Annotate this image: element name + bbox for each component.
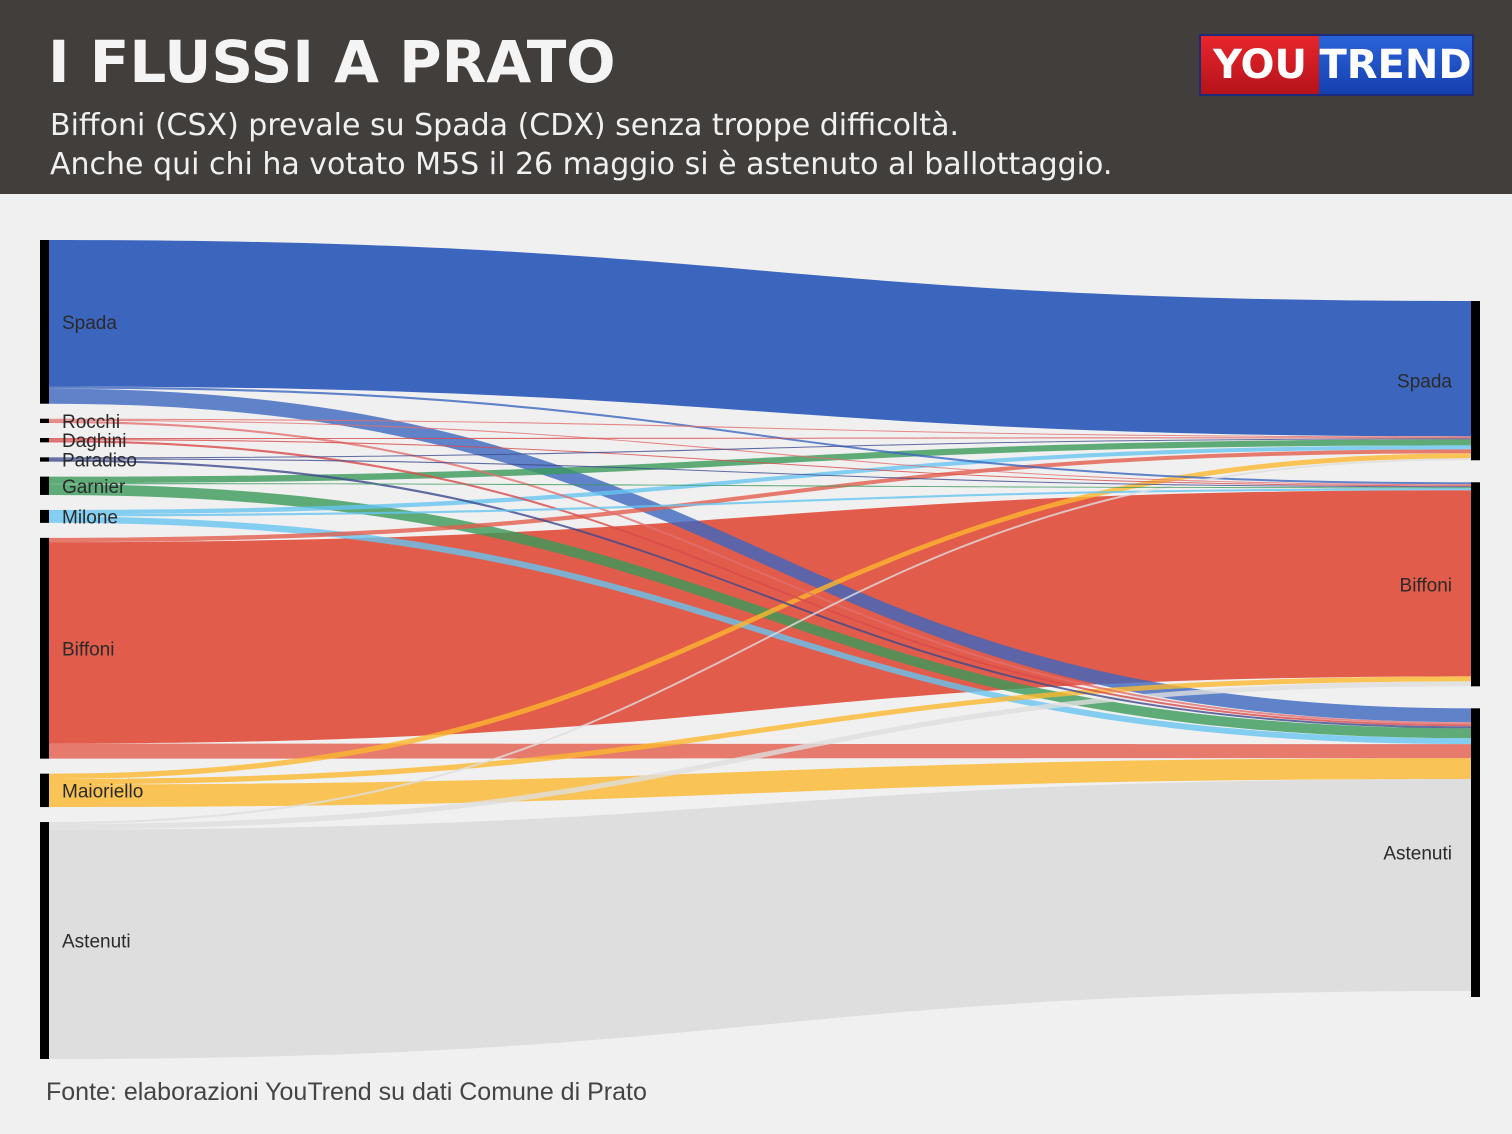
left-node-astenuti <box>40 822 49 1059</box>
left-label-biffoni: Biffoni <box>62 639 114 660</box>
right-node-astenuti <box>1471 708 1480 997</box>
flow-astenuti-to-biffoni <box>49 681 1472 830</box>
flow-garnier-to-spada <box>49 439 1472 484</box>
left-label-garnier: Garnier <box>62 477 126 498</box>
flow-daghini-to-astenuti <box>49 440 1472 727</box>
right-node-spada <box>1471 301 1480 461</box>
flow-milone-to-astenuti <box>49 516 1472 745</box>
flow-milone-to-spada <box>49 445 1472 515</box>
flow-maioriello-to-biffoni <box>49 676 1472 785</box>
flow-rocchi-to-astenuti <box>49 420 1472 725</box>
flow-astenuti-to-astenuti <box>49 779 1472 1059</box>
left-node-milone <box>40 509 49 523</box>
logo-trend: TREND <box>1319 36 1472 94</box>
flow-paradiso-to-spada <box>49 438 1472 459</box>
left-label-rocchi: Rocchi <box>62 412 120 433</box>
flow-paradiso-to-astenuti <box>49 459 1472 729</box>
flow-rocchi-to-spada <box>49 418 1472 438</box>
flow-biffoni-to-astenuti <box>49 743 1472 759</box>
flow-garnier-to-astenuti <box>49 484 1472 739</box>
subtitle-line-1: Biffoni (CSX) prevale su Spada (CDX) sen… <box>50 108 959 143</box>
flow-spada-to-spada <box>49 240 1472 437</box>
left-node-spada <box>40 240 49 404</box>
right-node-biffoni <box>1471 482 1480 687</box>
nodes-layer <box>40 240 1480 1059</box>
header: I FLUSSI A PRATO Biffoni (CSX) prevale s… <box>0 0 1512 194</box>
left-label-maioriello: Maioriello <box>62 781 143 802</box>
flow-biffoni-to-spada <box>49 449 1472 543</box>
flow-spada-to-biffoni <box>49 386 1472 485</box>
flow-spada-to-astenuti <box>49 388 1472 723</box>
flow-daghini-to-biffoni <box>49 439 1472 487</box>
left-label-spada: Spada <box>62 313 117 334</box>
subtitle-line-2: Anche qui chi ha votato M5S il 26 maggio… <box>50 147 1113 182</box>
source-note: Fonte: elaborazioni YouTrend su dati Com… <box>46 1078 647 1106</box>
left-node-biffoni <box>40 537 49 759</box>
left-node-paradiso <box>40 457 49 462</box>
left-label-paradiso: Paradiso <box>62 450 137 471</box>
left-node-maioriello <box>40 773 49 808</box>
flow-daghini-to-spada <box>49 437 1472 440</box>
flow-maioriello-to-spada <box>49 453 1472 780</box>
youtrend-logo: YOU TREND <box>1199 34 1474 96</box>
flow-astenuti-to-spada <box>49 458 1472 825</box>
logo-you: YOU <box>1201 36 1319 94</box>
page-title: I FLUSSI A PRATO <box>48 28 616 96</box>
right-label-spada: Spada <box>1397 372 1452 393</box>
left-node-daghini <box>40 438 49 443</box>
flow-garnier-to-biffoni <box>49 483 1472 489</box>
flow-rocchi-to-biffoni <box>49 419 1472 486</box>
right-label-biffoni: Biffoni <box>1400 575 1452 596</box>
left-label-milone: Milone <box>62 507 118 528</box>
flow-milone-to-biffoni <box>49 488 1472 517</box>
right-label-astenuti: Astenuti <box>1383 844 1452 865</box>
left-node-rocchi <box>40 418 49 424</box>
left-label-astenuti: Astenuti <box>62 932 131 953</box>
flow-paradiso-to-biffoni <box>49 458 1472 488</box>
flows-layer <box>49 240 1472 1059</box>
left-node-garnier <box>40 476 49 495</box>
left-label-daghini: Daghini <box>62 431 126 452</box>
flow-maioriello-to-astenuti <box>49 758 1472 808</box>
